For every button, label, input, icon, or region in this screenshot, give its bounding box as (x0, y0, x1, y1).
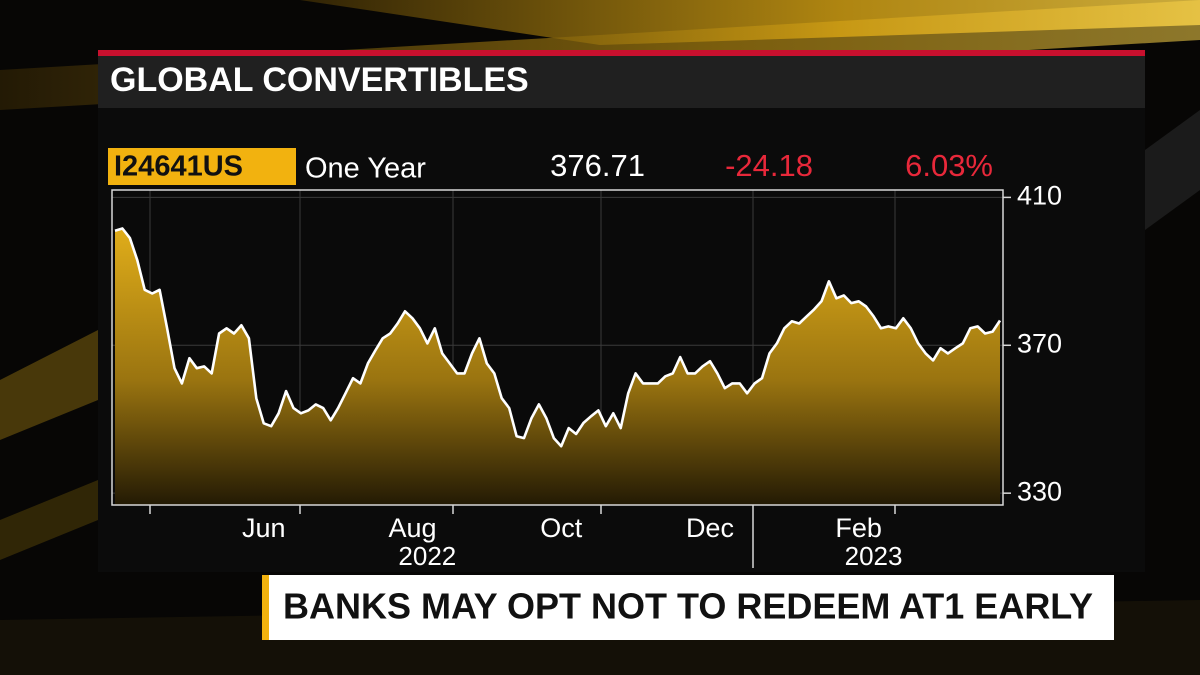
y-tick-label: 370 (1017, 328, 1062, 358)
plot-layer (112, 196, 1003, 505)
x-tick-label: Feb (835, 513, 882, 543)
change-percent: 6.03% (905, 148, 993, 183)
headline: BANKS MAY OPT NOT TO REDEEM AT1 EARLY (283, 586, 1093, 627)
x-tick-label: Oct (540, 513, 583, 543)
x-tick-label: Jun (242, 513, 286, 543)
x-tick-label: Aug (388, 513, 436, 543)
year-label: 2023 (845, 541, 903, 571)
y-tick-label: 410 (1017, 181, 1062, 211)
plot-border (111, 189, 1004, 506)
price-line (114, 227, 1002, 448)
ticker-box (108, 148, 296, 185)
x-tick-marks (149, 505, 896, 568)
x-tick-label: Dec (686, 513, 734, 543)
last-value: 376.71 (550, 148, 645, 183)
headline-accent (262, 575, 269, 640)
change: -24.18 (725, 148, 813, 183)
chart-title: GLOBAL CONVERTIBLES (110, 61, 529, 99)
period: One Year (305, 153, 426, 185)
year-label: 2022 (398, 541, 456, 571)
headline-bar (262, 575, 1114, 640)
area-fill (115, 228, 1000, 505)
y-tick-label: 330 (1017, 476, 1062, 506)
accent-bar (98, 50, 1145, 56)
title-bar (98, 56, 1145, 108)
ticker: I24641US (114, 151, 243, 183)
